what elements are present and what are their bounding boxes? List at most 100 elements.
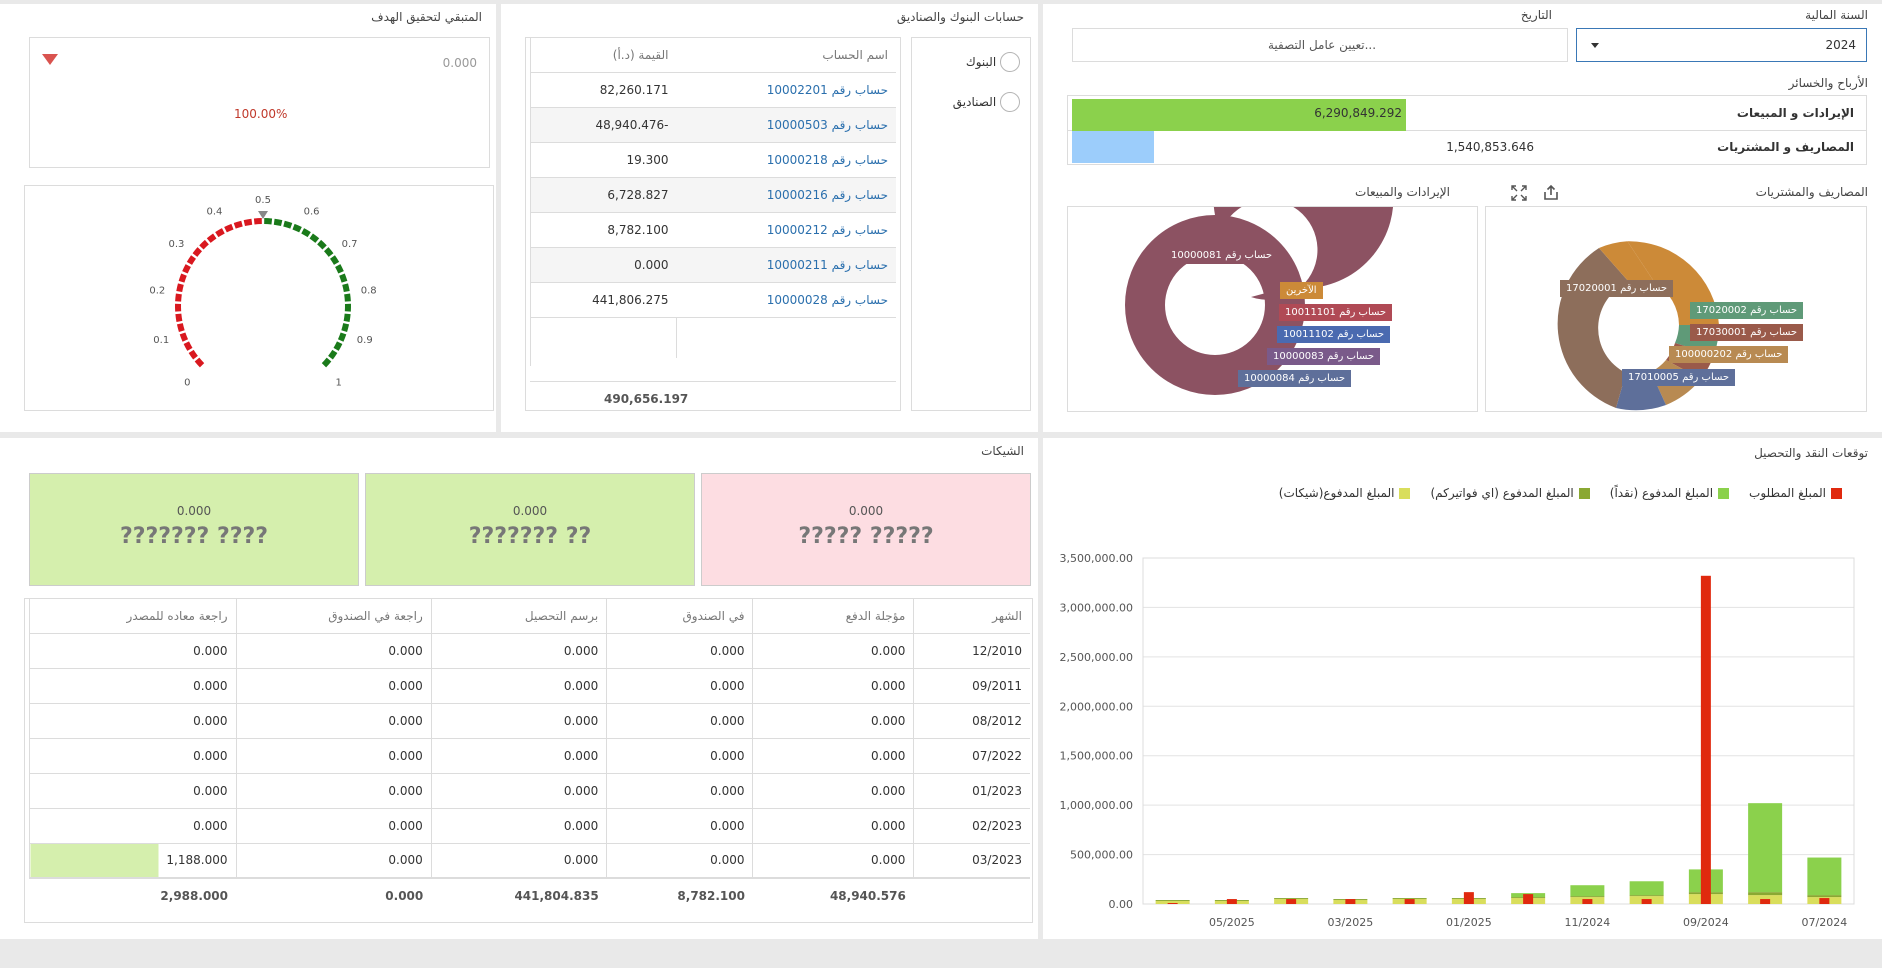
cheques-cell: 1,188.000 bbox=[30, 843, 237, 878]
cheques-cell: 0.000 bbox=[236, 633, 431, 668]
donut-revenue-label-4: حساب رقم 10000083 bbox=[1267, 348, 1380, 365]
goal-value-box: 0.000 100.00% bbox=[29, 37, 490, 168]
cheque-card-2-label: ??????? ???? bbox=[30, 524, 358, 549]
cheques-cell: 0.000 bbox=[236, 843, 431, 878]
bank-row-name[interactable]: حساب رقم 10000503 bbox=[677, 107, 897, 142]
x-tick-label: 01/2025 bbox=[1446, 916, 1492, 929]
radio-funds[interactable]: الصناديق bbox=[947, 92, 1020, 112]
plot-frame bbox=[1143, 558, 1854, 904]
cheques-cell: 0.000 bbox=[431, 773, 606, 808]
radio-funds-circle[interactable] bbox=[1000, 92, 1020, 112]
gauge-segment bbox=[319, 242, 324, 247]
cheques-cell: 0.000 bbox=[236, 773, 431, 808]
bank-row-name[interactable]: حساب رقم 10000218 bbox=[677, 142, 897, 177]
cheque-card-1-label: ??????? ?? bbox=[366, 524, 694, 549]
gauge-tick-label: 0.5 bbox=[255, 195, 271, 206]
donut-expenses-label-4: حساب رقم 100000202 bbox=[1669, 346, 1788, 363]
col-value-header[interactable]: القيمة (د.أ) bbox=[531, 38, 677, 72]
gauge-segment bbox=[347, 294, 348, 302]
cheques-col-header[interactable]: الشهر bbox=[914, 599, 1030, 633]
cheque-card-2[interactable]: 0.000 ??????? ???? bbox=[29, 473, 359, 586]
col-name-header[interactable]: اسم الحساب bbox=[677, 38, 897, 72]
cheques-cell: 0.000 bbox=[607, 738, 753, 773]
donut-expenses-title: المصاريف والمشتريات bbox=[1756, 185, 1868, 199]
radio-banks-circle[interactable] bbox=[1000, 52, 1020, 72]
cheques-col-header[interactable]: راجعة معاده للمصدر bbox=[30, 599, 237, 633]
date-filter-input[interactable]: تعيين عامل التصفية... bbox=[1072, 28, 1568, 62]
gauge-chart: 00.10.20.30.40.50.60.70.80.91 bbox=[25, 186, 493, 410]
bank-row-name[interactable]: حساب رقم 10000216 bbox=[677, 177, 897, 212]
y-tick-label: 500,000.00 bbox=[1070, 849, 1133, 862]
cheques-col-header[interactable]: في الصندوق bbox=[607, 599, 753, 633]
legend-item[interactable]: المبلغ المدفوع (اي فواتيركم) bbox=[1430, 486, 1589, 500]
goal-value: 0.000 bbox=[443, 56, 477, 70]
bank-row-name[interactable]: حساب رقم 10000211 bbox=[677, 247, 897, 282]
gauge-segment bbox=[341, 333, 344, 340]
cash-forecast-panel: توقعات النقد والتحصيل المبلغ المطلوبالمب… bbox=[1043, 438, 1882, 939]
cheques-col-header[interactable]: برسم التحصيل bbox=[431, 599, 606, 633]
stacked-bar-segment bbox=[1807, 895, 1841, 897]
cheque-card-1-value: 0.000 bbox=[366, 504, 694, 518]
gauge-segment bbox=[294, 227, 301, 230]
required-bar bbox=[1345, 899, 1355, 904]
cheques-col-header[interactable]: راجعة في الصندوق bbox=[236, 599, 431, 633]
bank-row-name[interactable]: حساب رقم 10000212 bbox=[677, 212, 897, 247]
cheques-total-cell: 0.000 bbox=[236, 878, 431, 913]
donut-expenses-label-2: حساب رقم 17020002 bbox=[1690, 302, 1803, 319]
banks-panel: حسابات البنوك والصناديق البنوك الصناديق … bbox=[501, 4, 1038, 432]
legend-item[interactable]: المبلغ المطلوب bbox=[1749, 486, 1842, 500]
cheques-total-cell bbox=[914, 878, 1030, 913]
legend-swatch bbox=[1579, 488, 1590, 499]
cheques-cell: 0.000 bbox=[753, 633, 914, 668]
expand-icon[interactable] bbox=[1510, 184, 1528, 202]
revenue-value: 6,290,849.292 bbox=[1268, 106, 1402, 120]
banks-radio-box: البنوك الصناديق bbox=[911, 37, 1031, 411]
legend-swatch bbox=[1399, 488, 1410, 499]
legend-item[interactable]: المبلغ المدفوع(شيكات) bbox=[1279, 486, 1411, 500]
bank-row-value: 82,260.171 bbox=[531, 72, 677, 107]
gauge-tick-label: 0 bbox=[184, 378, 190, 389]
profit-loss-row-revenue[interactable]: 6,290,849.292 الإيرادات و المبيعات bbox=[1068, 96, 1866, 131]
cheques-cell: 0.000 bbox=[753, 668, 914, 703]
legend-item[interactable]: المبلغ المدفوع (نقداً) bbox=[1610, 486, 1729, 500]
table-row[interactable]: 48,940.476-حساب رقم 10000503 bbox=[531, 107, 897, 142]
date-label: التاريخ bbox=[1521, 8, 1552, 22]
cheques-cell: 0.000 bbox=[431, 808, 606, 843]
radio-banks-label: البنوك bbox=[966, 55, 996, 69]
cash-forecast-chart[interactable]: 0.00500,000.001,000,000.001,500,000.002,… bbox=[1043, 508, 1882, 968]
profit-loss-row-expenses[interactable]: 1,540,853.646 المصاريف و المشتريات bbox=[1068, 131, 1866, 165]
bank-row-name[interactable]: حساب رقم 10000028 bbox=[677, 282, 897, 317]
bank-row-name[interactable]: حساب رقم 10002201 bbox=[677, 72, 897, 107]
donut-revenue-label-0: حساب رقم 10000081 bbox=[1165, 247, 1278, 264]
cheques-cell: 0.000 bbox=[753, 808, 914, 843]
radio-banks[interactable]: البنوك bbox=[960, 52, 1020, 72]
banks-total: 490,656.197 bbox=[604, 392, 688, 406]
gauge-tick-label: 0.9 bbox=[357, 335, 373, 346]
cheque-card-0[interactable]: 0.000 ????? ????? bbox=[701, 473, 1031, 586]
cheques-col-header[interactable]: مؤجلة الدفع bbox=[753, 599, 914, 633]
donut-revenue-title: الإيرادات والمبيعات bbox=[1355, 185, 1450, 199]
fiscal-year-select[interactable]: 2024 bbox=[1576, 28, 1867, 62]
cheques-cell: 0.000 bbox=[30, 668, 237, 703]
cheque-card-0-label: ????? ????? bbox=[702, 524, 1030, 549]
gauge-segment bbox=[330, 351, 334, 357]
cheque-card-0-value: 0.000 bbox=[702, 504, 1030, 518]
bank-row-value: 6,728.827 bbox=[531, 177, 677, 212]
share-icon[interactable] bbox=[1542, 184, 1560, 202]
gauge-tick-label: 0.4 bbox=[206, 207, 222, 218]
cheque-card-1[interactable]: 0.000 ??????? ?? bbox=[365, 473, 695, 586]
